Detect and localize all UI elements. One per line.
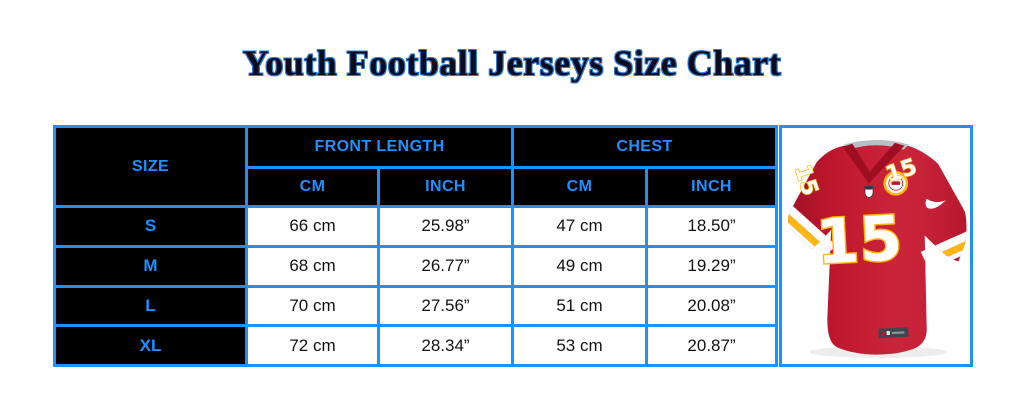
col-header-front-cm: CM: [245, 166, 380, 208]
col-header-chest-cm: CM: [511, 166, 648, 208]
header-group-row: SIZE FRONT LENGTH CHEST: [53, 125, 779, 208]
front-inch-l: 27.56”: [377, 284, 514, 328]
front-inch-xl: 28.34”: [377, 324, 514, 367]
nfl-shield-icon: [864, 185, 874, 199]
front-cm-s: 66 cm: [245, 205, 380, 248]
chest-cm-s: 47 cm: [511, 205, 648, 248]
jersey-product-image: 15 15 15: [779, 125, 973, 367]
jock-tag: [878, 327, 909, 339]
front-inch-m: 26.77”: [377, 244, 514, 288]
col-header-front-inch: INCH: [377, 166, 514, 208]
table-row-s: S 66 cm 25.98” 47 cm 18.50”: [53, 205, 779, 248]
table-row-l: L 70 cm 27.56” 51 cm 20.08”: [53, 284, 779, 328]
table-row-xl: XL 72 cm 28.34” 53 cm 20.87”: [53, 324, 779, 367]
chest-inch-m: 19.29”: [644, 244, 779, 288]
jersey-number-chest: 15: [814, 202, 904, 278]
size-label-s: S: [53, 205, 248, 248]
col-group-front-length: FRONT LENGTH: [245, 125, 514, 169]
chest-cm-m: 49 cm: [511, 244, 648, 288]
col-group-chest: CHEST: [510, 125, 779, 169]
swoosh-icon: [925, 198, 946, 209]
collar-inner: [843, 140, 910, 150]
size-label-xl: XL: [53, 324, 248, 367]
chest-inch-xl: 20.87”: [644, 324, 779, 367]
front-inch-s: 25.98”: [377, 205, 514, 248]
football-jersey-illustration: 15 15 15: [788, 140, 967, 358]
table-row-m: M 68 cm 26.77” 49 cm 19.29”: [53, 244, 779, 288]
col-header-chest-inch: INCH: [644, 166, 779, 208]
size-label-l: L: [53, 284, 248, 328]
chest-inch-l: 20.08”: [644, 284, 779, 328]
team-patch-icon: [883, 170, 909, 196]
front-cm-xl: 72 cm: [245, 324, 380, 367]
v-neck-collar: [842, 142, 905, 184]
chest-inch-s: 18.50”: [644, 205, 779, 248]
chest-cm-l: 51 cm: [511, 284, 648, 328]
size-chart-table: SIZE FRONT LENGTH CHEST CM INCH CM INCH …: [53, 125, 779, 367]
left-sleeve-stripes: [788, 199, 837, 260]
col-header-size: SIZE: [53, 125, 248, 208]
page-title: Youth Football Jerseys Size Chart: [242, 43, 782, 83]
front-cm-l: 70 cm: [245, 284, 380, 328]
header-units-row: CM INCH CM INCH: [55, 166, 779, 208]
chest-cm-xl: 53 cm: [511, 324, 648, 367]
front-cm-m: 68 cm: [245, 244, 380, 288]
size-label-m: M: [53, 244, 248, 288]
